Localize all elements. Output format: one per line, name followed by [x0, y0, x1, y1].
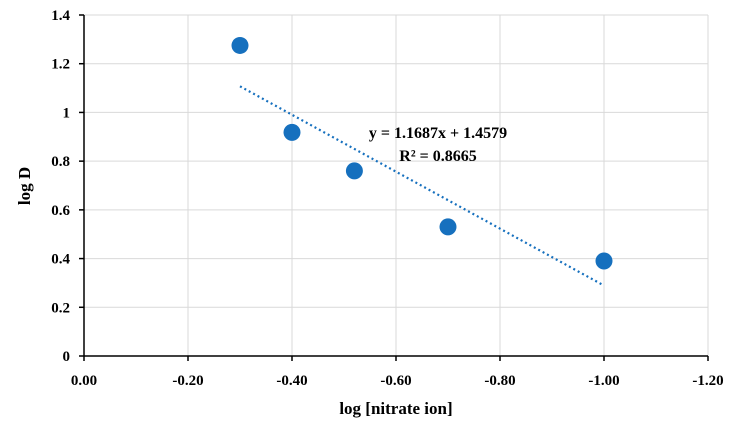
data-point — [439, 218, 457, 236]
trendline-line — [239, 85, 605, 287]
y-tick-labels: 0 0.2 0.4 0.6 0.8 1 1.2 1.4 — [51, 8, 70, 365]
x-tick-label: -0.40 — [276, 373, 307, 389]
y-tick-label: 1.2 — [51, 57, 70, 73]
data-point — [231, 36, 249, 54]
r-squared-label: R² = 0.8665 — [399, 148, 476, 165]
trendline — [239, 85, 605, 287]
y-tick-label: 0.6 — [51, 203, 70, 219]
y-tick-label: 0.4 — [51, 252, 70, 268]
x-tick-label: -0.80 — [484, 373, 515, 389]
x-tick-label: -0.60 — [380, 373, 411, 389]
y-axis-title: log D — [15, 167, 34, 205]
x-tick-label: -1.20 — [692, 373, 723, 389]
y-tick-label: 0 — [63, 349, 71, 365]
y-tick-label: 1 — [63, 105, 71, 121]
x-tick-label: -0.20 — [172, 373, 203, 389]
x-tick-labels: 0.00 -0.20 -0.40 -0.60 -0.80 -1.00 -1.20 — [71, 373, 724, 389]
y-tick-label: 0.8 — [51, 154, 70, 170]
x-tick-label: -1.00 — [588, 373, 619, 389]
axes — [79, 14, 709, 361]
grid — [84, 14, 709, 356]
y-tick-label: 0.2 — [51, 300, 70, 316]
x-axis-title: log [nitrate ion] — [339, 399, 452, 418]
y-tick-label: 1.4 — [51, 8, 70, 24]
data-point — [345, 162, 363, 180]
data-point — [595, 252, 613, 270]
data-point — [283, 123, 301, 141]
x-tick-label: 0.00 — [71, 373, 97, 389]
data-points — [231, 36, 613, 270]
trendline-equation: y = 1.1687x + 1.4579 — [369, 125, 507, 142]
